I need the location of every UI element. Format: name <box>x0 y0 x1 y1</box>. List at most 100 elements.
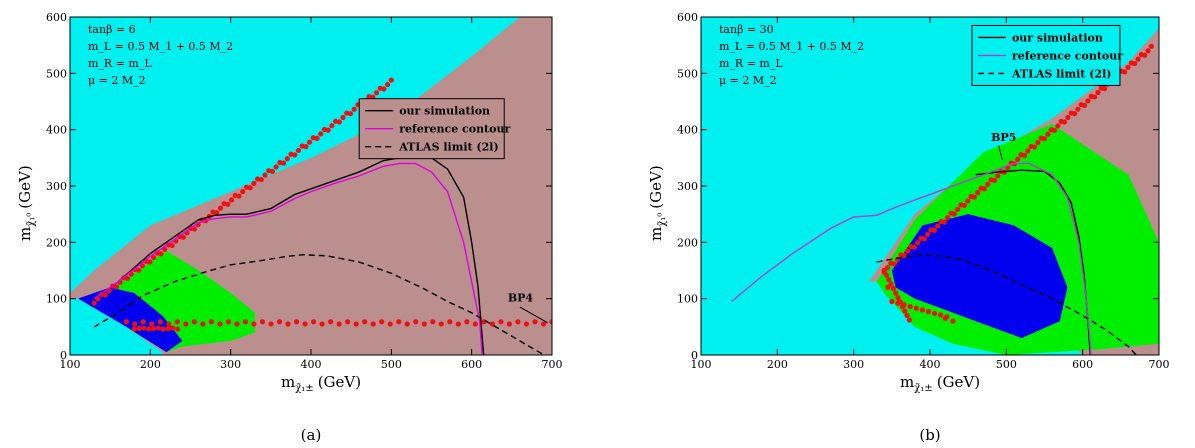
scatter-point <box>921 236 927 242</box>
scatter-point <box>328 319 334 325</box>
scatter-point <box>931 310 938 316</box>
scatter-point <box>251 180 257 186</box>
scatter-point <box>991 177 998 184</box>
x-tick-label: 100 <box>60 358 81 371</box>
y-tick-label: 0 <box>60 349 67 362</box>
scatter-point <box>464 319 470 325</box>
x-axis-label-sub: χ̃₁± <box>295 383 313 394</box>
scatter-point <box>132 321 138 327</box>
scatter-point <box>310 319 317 325</box>
scatter-point <box>549 319 552 325</box>
y-axis-label-sub: χ̃₁⁰ <box>26 213 37 227</box>
scatter-point <box>985 181 991 187</box>
y-tick-label: 500 <box>46 67 67 80</box>
x-tick-label: 200 <box>767 358 788 371</box>
scatter-point <box>208 319 214 325</box>
scatter-point <box>200 321 206 327</box>
scatter-point <box>1142 52 1148 58</box>
x-tick-label: 100 <box>691 358 712 371</box>
scatter-point <box>293 319 300 325</box>
scatter-point <box>319 321 325 327</box>
scatter-point <box>141 325 147 331</box>
scatter-point <box>259 319 266 325</box>
scatter-point <box>901 252 907 259</box>
scatter-point <box>902 308 908 314</box>
x-tick-label: 300 <box>843 358 864 371</box>
scatter-point <box>295 147 302 154</box>
scatter-point <box>240 189 246 195</box>
scatter-point <box>881 267 887 274</box>
scatter-point <box>1035 139 1041 146</box>
scatter-point <box>893 290 899 296</box>
scatter-point <box>214 209 220 216</box>
scatter-point <box>1065 114 1071 121</box>
scatter-point <box>1031 144 1038 150</box>
scatter-point <box>965 198 971 204</box>
scatter-point <box>345 319 351 325</box>
scatter-point <box>225 201 231 207</box>
scatter-point <box>276 319 283 325</box>
y-tick-label: 600 <box>677 11 698 24</box>
scatter-point <box>91 300 97 306</box>
scatter-point <box>285 321 291 327</box>
param-label: m_R = m_L <box>88 57 152 70</box>
panel-caption: (b) <box>919 426 940 444</box>
scatter-point <box>228 197 235 203</box>
param-label: μ = 2 M_2 <box>719 74 777 87</box>
scatter-point <box>251 321 257 327</box>
scatter-point <box>1145 48 1151 54</box>
x-axis-label-main: m <box>281 373 295 391</box>
scatter-point <box>1041 136 1048 142</box>
blue-region <box>78 287 183 353</box>
x-tick-label: 600 <box>1072 358 1093 371</box>
scatter-point <box>1051 127 1058 133</box>
scatter-point <box>895 300 901 306</box>
y-axis-label-main: m <box>16 227 34 241</box>
scatter-point <box>481 319 487 325</box>
cyan-region <box>70 298 163 355</box>
scatter-point <box>489 321 495 327</box>
scatter-point <box>498 319 504 325</box>
x-tick-label: 400 <box>301 358 322 371</box>
scatter-point <box>388 77 394 83</box>
scatter-point <box>191 226 198 232</box>
scatter-point <box>160 326 166 332</box>
scatter-point <box>889 298 895 305</box>
x-tick-label: 400 <box>920 358 941 371</box>
scatter-point <box>269 168 276 174</box>
scatter-point <box>975 190 981 196</box>
scatter-point <box>1071 111 1078 117</box>
scatter-point <box>306 139 313 145</box>
benchmark-arrow <box>998 145 1004 161</box>
scatter-point <box>140 319 146 325</box>
scatter-point <box>217 321 223 327</box>
y-tick-label: 100 <box>677 293 698 306</box>
param-label: tanβ = 30 <box>719 23 774 36</box>
scatter-point <box>273 164 279 170</box>
scatter-point <box>515 319 521 325</box>
scatter-point <box>146 326 152 332</box>
scatter-point <box>347 111 354 117</box>
scatter-point <box>540 321 547 327</box>
legend-label: our simulation <box>399 105 490 118</box>
scatter-point <box>155 325 161 331</box>
legend-label: ATLAS limit (2l) <box>1011 67 1112 80</box>
scatter-point <box>387 321 393 327</box>
scatter-point <box>447 319 453 325</box>
scatter-point <box>149 321 155 327</box>
scatter-point <box>258 176 264 183</box>
scatter-point <box>329 123 335 129</box>
scatter-point <box>895 294 901 301</box>
scatter-point <box>325 127 331 133</box>
scatter-point <box>336 119 342 125</box>
series-line <box>93 162 483 355</box>
scatter-point <box>941 219 947 225</box>
scatter-point <box>919 307 925 313</box>
scatter-point <box>268 321 274 327</box>
scatter-point <box>353 321 359 327</box>
scatter-point <box>147 259 153 265</box>
legend-label: reference contour <box>399 123 510 136</box>
scatter-point <box>901 302 907 308</box>
scatter-point <box>170 325 176 331</box>
